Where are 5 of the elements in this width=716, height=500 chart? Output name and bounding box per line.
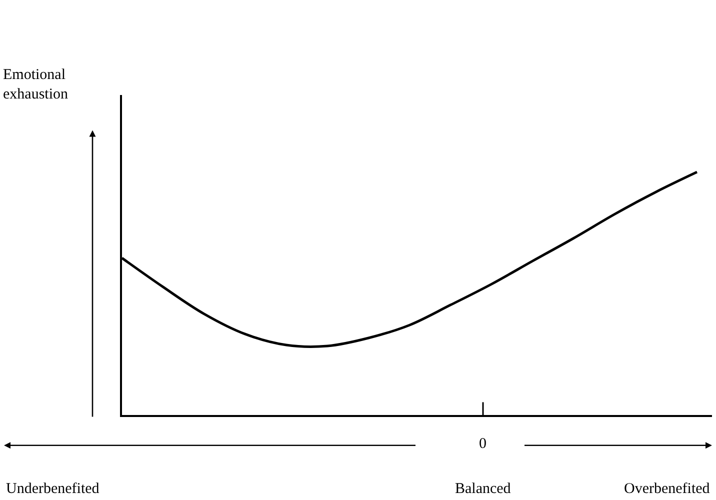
text: Emotional exhaustion [3, 67, 68, 102]
text: Overbenefited [624, 481, 710, 497]
text: 0 [479, 436, 486, 452]
text: Balanced [455, 481, 512, 497]
text: Underbenefited [6, 481, 100, 497]
